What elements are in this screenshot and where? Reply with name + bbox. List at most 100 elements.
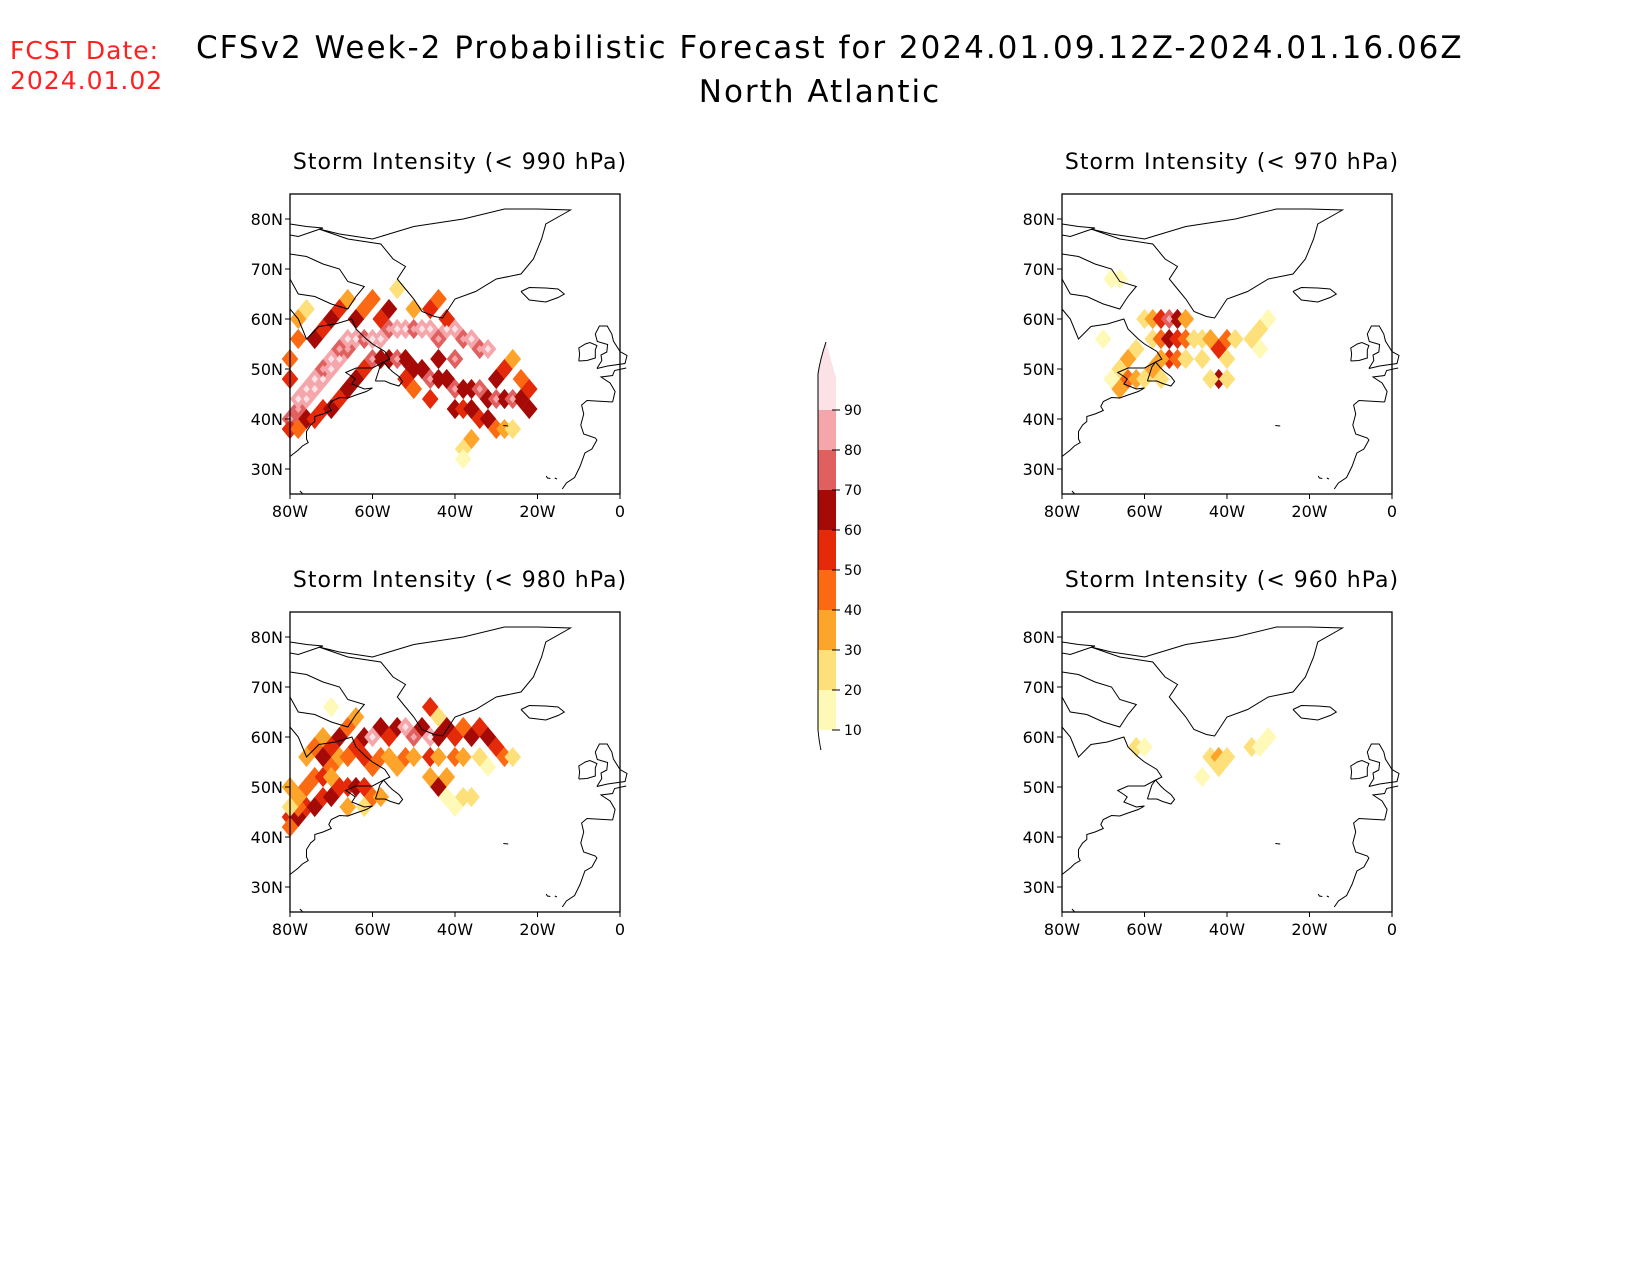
coastline — [289, 223, 324, 238]
coastline — [1090, 208, 1345, 319]
colorbar-label: 90 — [844, 403, 862, 419]
coastline — [1350, 341, 1370, 362]
lon-label: 0 — [615, 502, 625, 521]
lat-label: 70N — [251, 260, 283, 279]
probability-cell — [289, 328, 307, 350]
probability-cell — [1202, 328, 1219, 350]
lat-label: 60N — [1023, 728, 1055, 747]
lat-label: 70N — [251, 678, 283, 697]
lat-label: 60N — [1023, 310, 1055, 329]
coastline — [1366, 325, 1400, 369]
coastline — [554, 477, 558, 480]
probability-peak — [393, 325, 401, 333]
probability-peak — [476, 385, 484, 393]
probability-cell — [1210, 756, 1228, 778]
probability-peak — [468, 335, 475, 343]
probability-cell — [1218, 746, 1236, 768]
probability-peak — [451, 325, 459, 333]
figure-subtitle: North Atlantic — [698, 74, 942, 110]
probability-cell — [520, 398, 538, 420]
coastline — [299, 490, 303, 494]
lat-label: 40N — [1023, 410, 1055, 429]
probability-cell — [463, 786, 480, 808]
lon-label: 40W — [1209, 502, 1245, 521]
probability-cell — [1251, 318, 1269, 340]
probability-peak — [327, 355, 335, 363]
coastline — [318, 626, 573, 737]
coastline — [289, 308, 391, 457]
probability-peak — [402, 723, 409, 731]
probability-field — [1127, 726, 1277, 788]
probability-cell — [463, 428, 480, 450]
coastline — [1326, 895, 1330, 898]
lat-label: 60N — [251, 310, 283, 329]
lon-label: 80W — [272, 920, 308, 939]
lat-label: 60N — [251, 728, 283, 747]
probability-cell — [1259, 308, 1277, 330]
lat-label: 50N — [251, 778, 283, 797]
coastline — [599, 367, 627, 403]
probability-cell — [454, 448, 472, 470]
probability-peak — [360, 335, 368, 343]
probability-cell — [322, 308, 340, 330]
lat-label: 80N — [1023, 210, 1055, 229]
coastline — [1350, 759, 1370, 780]
forecast-date-label: FCST Date: — [10, 36, 160, 65]
coastline — [594, 743, 628, 787]
coastline — [1366, 743, 1400, 787]
probability-peak — [327, 365, 335, 373]
probability-peak — [319, 375, 327, 383]
coastline — [520, 286, 566, 303]
probability-peak — [369, 355, 376, 363]
colorbar-label: 10 — [844, 723, 862, 739]
colorbar-label: 50 — [844, 563, 862, 579]
coastline — [318, 208, 573, 319]
lon-label: 40W — [1209, 920, 1245, 939]
coastline — [1071, 490, 1075, 494]
probability-field — [281, 278, 538, 470]
coastline — [1146, 779, 1176, 805]
colorbar-swatch — [818, 610, 836, 650]
probability-cell — [421, 696, 439, 718]
lat-label: 50N — [251, 360, 283, 379]
probability-cell — [430, 706, 447, 728]
probability-cell — [1210, 338, 1228, 360]
probability-cell — [479, 726, 497, 748]
coastline — [1275, 843, 1281, 845]
colorbar-label: 60 — [844, 523, 862, 539]
probability-cell — [347, 706, 365, 728]
coastlines — [1061, 208, 1400, 494]
panel-970: Storm Intensity (< 970 hPa) 80N 70N 60N 50N… — [1022, 150, 1442, 540]
probability-cell — [347, 308, 365, 330]
probability-cell — [421, 766, 439, 788]
probability-cell — [364, 288, 381, 310]
probability-cell — [289, 786, 307, 808]
lon-label: 60W — [1126, 920, 1162, 939]
probability-cell — [1177, 308, 1195, 330]
panel-title: Storm Intensity (< 990 hPa) — [292, 150, 628, 175]
probability-cell — [1177, 348, 1195, 370]
colorbar-swatch — [818, 490, 836, 530]
probability-cell — [413, 716, 431, 738]
coastline — [289, 641, 324, 656]
probability-cell — [1193, 766, 1211, 788]
probability-peak — [303, 395, 310, 403]
probability-cell — [438, 786, 456, 808]
lon-label: 40W — [437, 920, 473, 939]
lon-label: 0 — [1387, 502, 1397, 521]
panel-960: Storm Intensity (< 960 hPa) 80N 70N 60N 50N… — [1022, 568, 1442, 958]
coastline — [1061, 641, 1096, 656]
probability-cell — [504, 348, 522, 370]
probability-cell — [1218, 368, 1236, 390]
probability-cell — [496, 358, 513, 380]
probability-cell — [355, 358, 373, 380]
lon-label: 0 — [1387, 920, 1397, 939]
lat-label: 30N — [251, 460, 283, 479]
probability-peak — [435, 335, 442, 343]
probability-peak — [484, 345, 492, 353]
lon-label: 40W — [437, 502, 473, 521]
probability-cell — [388, 756, 406, 778]
probability-cell — [289, 418, 307, 440]
probability-cell — [504, 746, 522, 768]
probability-cell — [298, 776, 315, 798]
